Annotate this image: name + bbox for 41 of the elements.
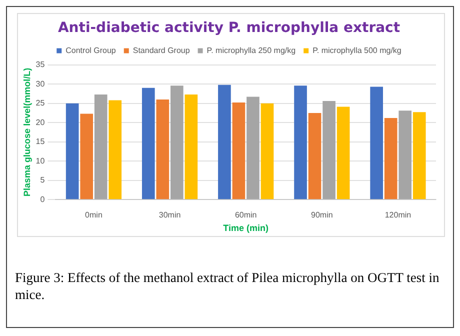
x-tick-label: 90min [311, 210, 333, 220]
legend-label: Standard Group [132, 46, 190, 56]
bar [370, 86, 383, 200]
bar [260, 103, 274, 200]
bar [94, 94, 108, 200]
bar [218, 84, 231, 200]
x-axis-title: Time (min) [223, 223, 269, 234]
bar [322, 101, 336, 200]
y-tick-label: 30 [36, 79, 46, 88]
bar [80, 114, 94, 200]
bar [170, 86, 184, 200]
bar [384, 118, 398, 200]
y-axis-title: Plasma glucose level(mmol/L) [22, 68, 32, 196]
y-tick-label: 35 [36, 60, 46, 70]
bar [156, 99, 170, 200]
bar [336, 106, 350, 200]
legend-label: Control Group [66, 46, 116, 56]
bar [66, 103, 79, 200]
chart-title: Anti-diabetic activity P. microphylla extract [58, 20, 400, 36]
legend-label: P. microphylla 250 mg/kg [206, 46, 296, 56]
y-tick-label: 10 [36, 156, 46, 166]
y-tick-label: 15 [36, 137, 46, 146]
x-tick-label: 60min [234, 210, 257, 220]
x-tick-label: 30min [158, 210, 181, 220]
x-tick-label: 120min [384, 210, 412, 220]
bar [308, 112, 322, 200]
bar [142, 88, 155, 200]
bar [184, 94, 198, 200]
y-tick-label: 0 [40, 194, 46, 204]
caption: Figure 3: Effects of the methanol extract of Pilea microphylla on OGTT test in mice. [15, 269, 440, 303]
bar [232, 102, 246, 200]
bar [246, 96, 260, 200]
y-tick-label: 20 [36, 118, 46, 127]
bar [294, 86, 307, 200]
y-tick-label: 25 [36, 98, 46, 108]
y-tick-label: 5 [40, 176, 46, 185]
x-tick-label: 0min [85, 210, 102, 220]
bar [398, 110, 412, 200]
bar [108, 100, 122, 200]
bar [412, 112, 426, 200]
legend-label: P. microphylla 500 mg/kg [312, 46, 402, 56]
